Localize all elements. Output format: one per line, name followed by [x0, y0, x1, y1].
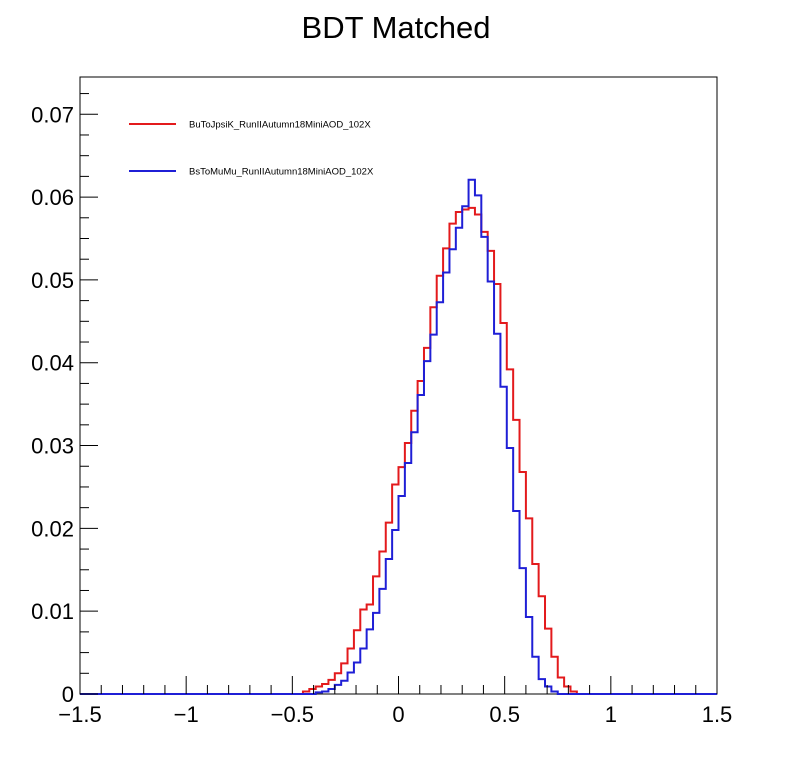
x-tick-label: 1	[605, 702, 617, 727]
plot-frame	[79, 76, 718, 695]
x-tick-label: 1.5	[702, 702, 733, 727]
legend: BuToJpsiK_RunIIAutumn18MiniAOD_102X BsToM…	[129, 120, 374, 178]
legend-label: BuToJpsiK_RunIIAutumn18MiniAOD_102X	[189, 120, 371, 131]
y-tick-label: 0.05	[31, 268, 74, 293]
x-tick-label: 0.5	[489, 702, 520, 727]
axes-layer: −1.5 −1 −0.5 0 0.5 1 1.5 0 0.01 0.02 0.03 0.04 0.05 0…	[31, 93, 733, 727]
histogram-series-2	[80, 178, 717, 695]
x-tick-label: 0	[392, 702, 404, 727]
legend-label: BsToMuMu_RunIIAutumn18MiniAOD_102X	[189, 167, 374, 178]
chart-title: BDT Matched	[302, 10, 491, 45]
x-tick-label: −0.5	[271, 702, 314, 727]
y-tick-label: 0.03	[31, 434, 74, 459]
y-tick-label: 0.07	[31, 102, 74, 127]
y-tick-label: 0.01	[31, 599, 74, 624]
histogram-series-layer	[80, 178, 717, 695]
x-tick-label: −1.5	[58, 702, 101, 727]
y-tick-label: 0.04	[31, 351, 74, 376]
y-tick-label: 0.06	[31, 185, 74, 210]
x-tick-label: −1	[174, 702, 199, 727]
histogram-series-1	[80, 206, 717, 695]
y-tick-label: 0	[62, 682, 74, 707]
y-tick-label: 0.02	[31, 516, 74, 541]
